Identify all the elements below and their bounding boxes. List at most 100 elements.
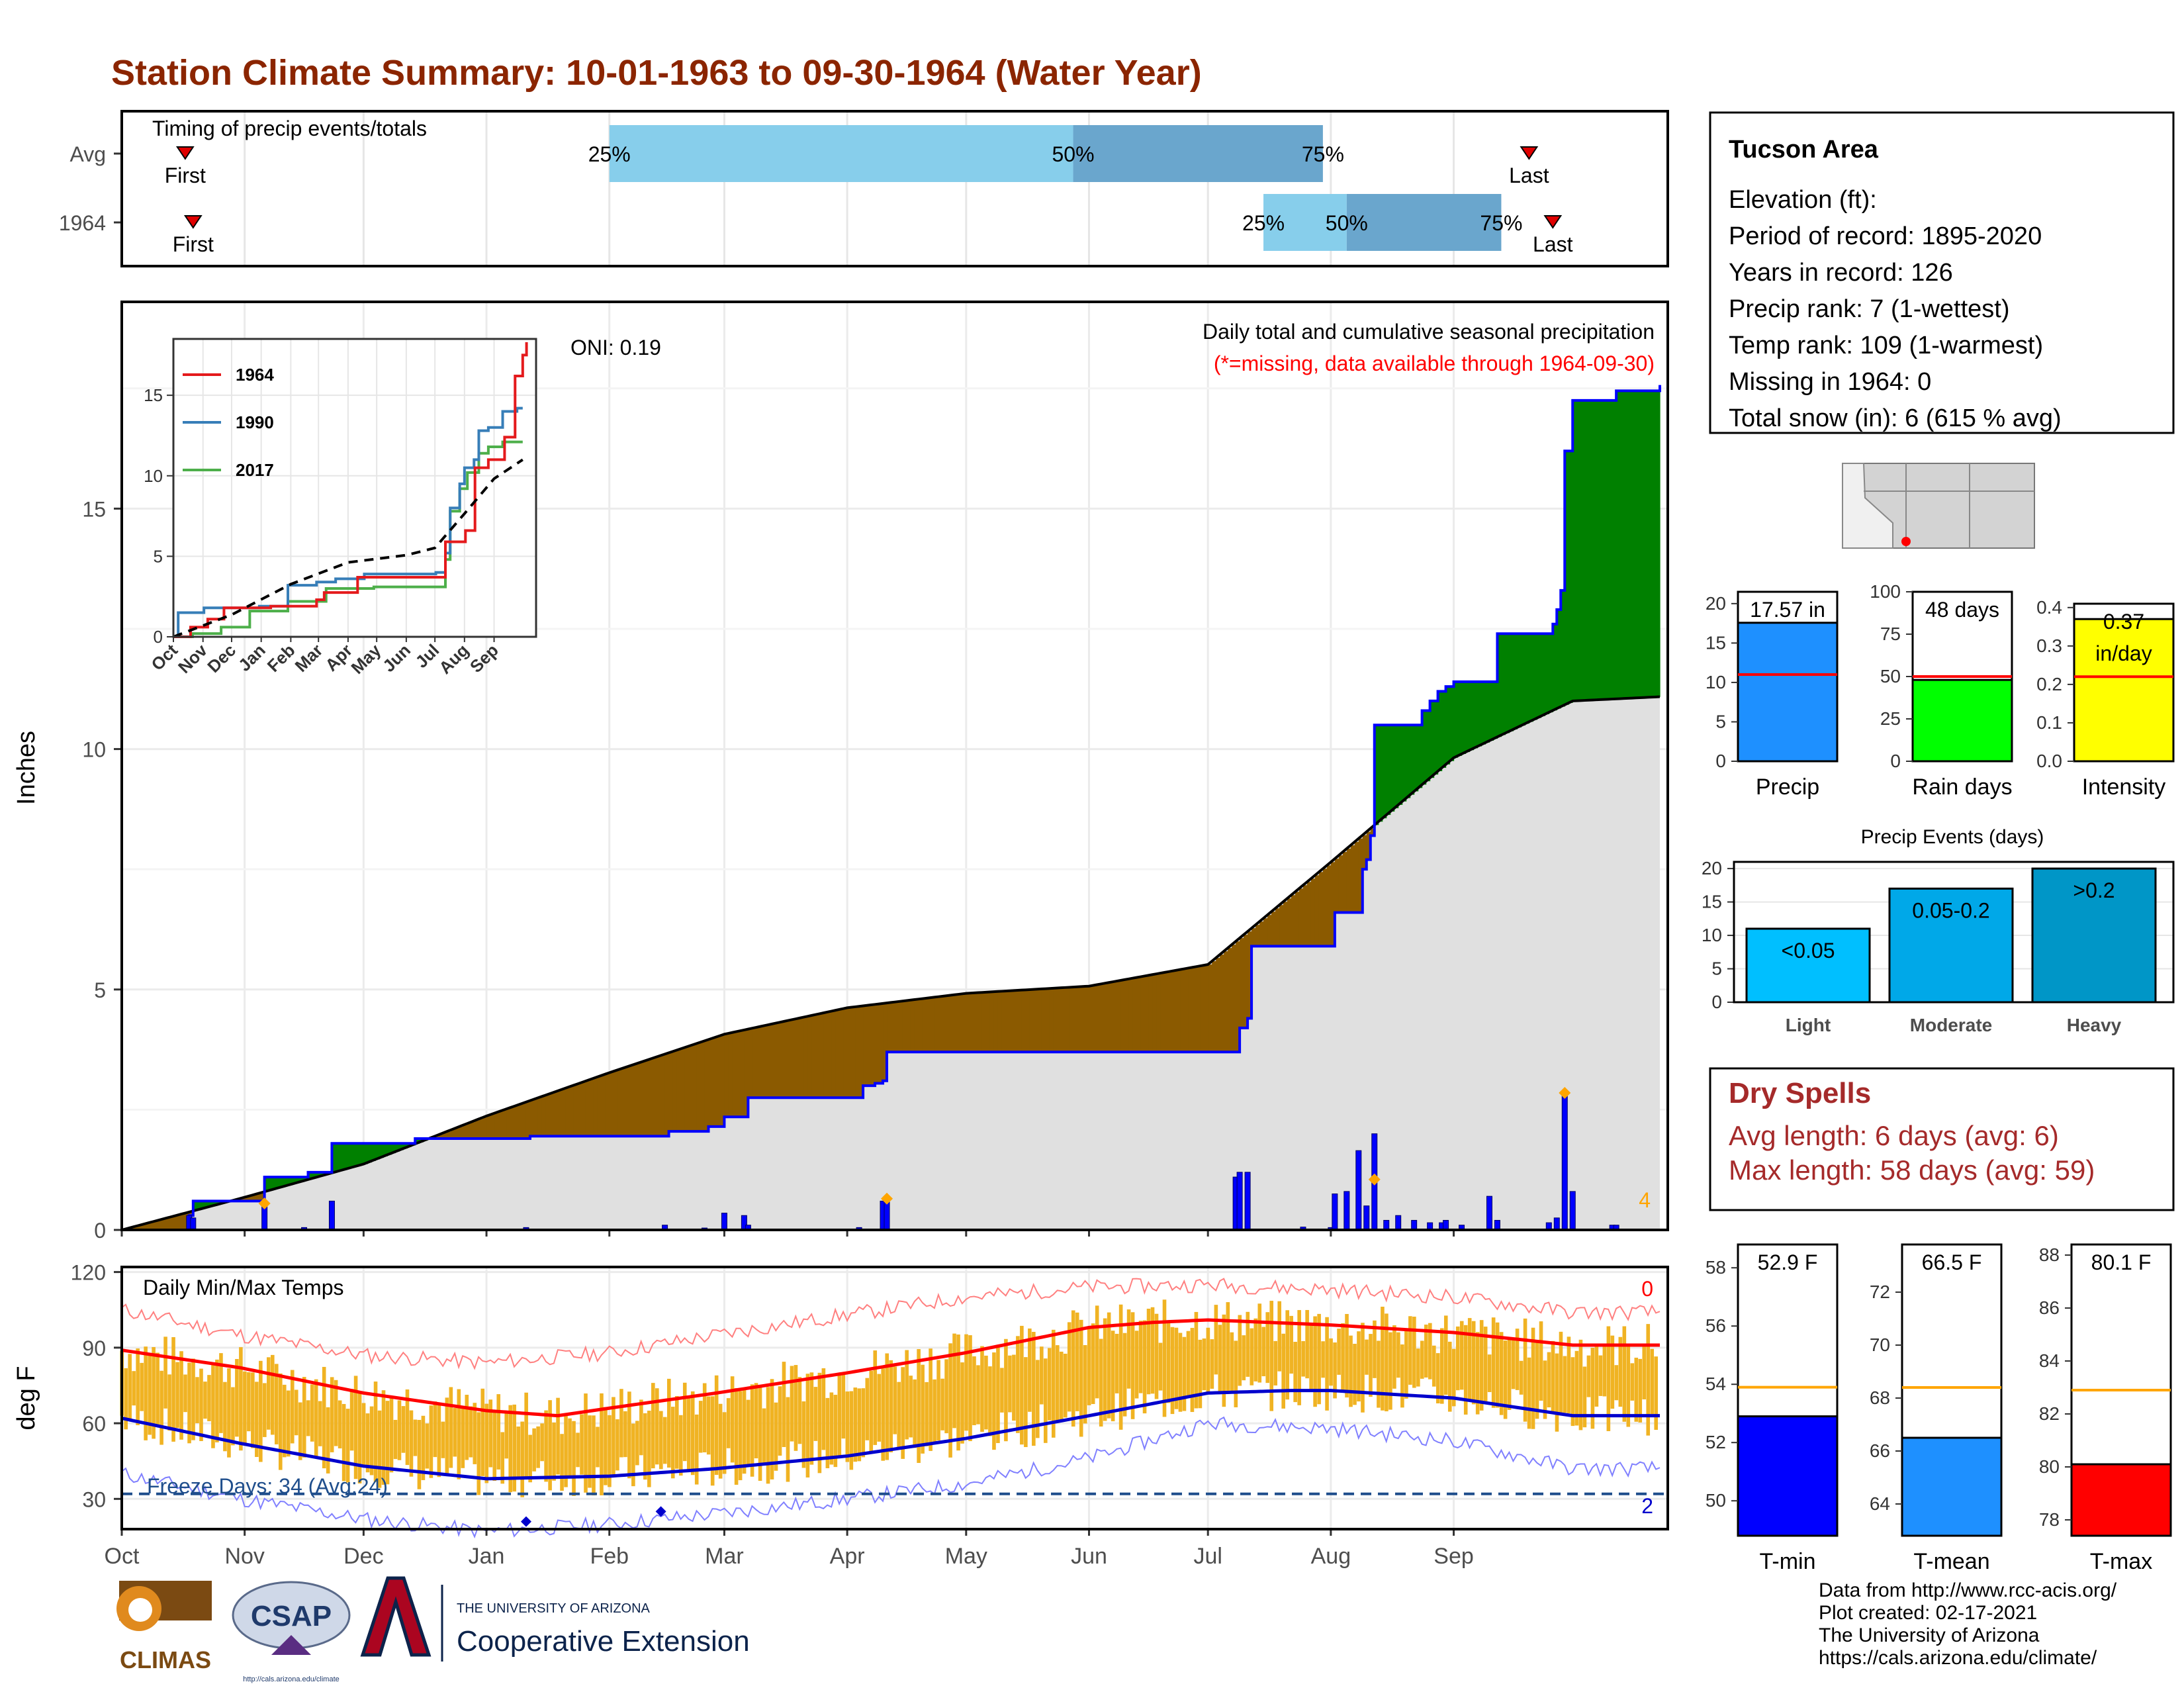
below-average-fill (585, 1081, 590, 1137)
daily-temp-bar (881, 1368, 886, 1461)
daily-temp-bar (203, 1382, 207, 1419)
below-average-fill (1168, 971, 1173, 1053)
daily-temp-bar (156, 1352, 159, 1427)
above-average-fill (395, 1143, 400, 1152)
daily-temp-bar (1032, 1331, 1036, 1446)
below-average-fill (815, 1014, 820, 1098)
daily-precip-bar (1395, 1215, 1402, 1231)
above-average-fill (1493, 681, 1498, 739)
above-average-fill (1477, 681, 1482, 747)
daily-temp-bar (1622, 1326, 1627, 1422)
daily-temp-bar (1063, 1354, 1068, 1418)
below-average-fill (165, 1218, 170, 1230)
rain-days-bar-tick-label: 75 (1880, 624, 1901, 644)
below-average-fill (792, 1019, 796, 1098)
temp-summary-t-mean-tick-label: 68 (1870, 1387, 1890, 1408)
below-average-fill (660, 1055, 666, 1137)
below-average-fill (1283, 902, 1288, 947)
below-average-fill (1334, 859, 1340, 913)
below-average-fill (1188, 968, 1193, 1053)
daily-temp-bar (813, 1387, 818, 1441)
precip-total-bar-value-label: 17.57 in (1750, 598, 1825, 622)
daily-temp-bar (1170, 1327, 1175, 1415)
below-average-fill (716, 1037, 721, 1127)
daily-temp-bar (187, 1362, 191, 1444)
below-average-fill (1005, 991, 1011, 1053)
precip-events-chart: Precip Events (days) <0.05 Light 0.05-0.2 Mo… (1702, 826, 2175, 1035)
above-average-fill (1453, 681, 1459, 758)
daily-temp-bar (596, 1427, 600, 1468)
below-average-fill (252, 1195, 257, 1201)
daily-temp-bar (1103, 1318, 1107, 1421)
station-box-frame (1709, 111, 2175, 434)
below-average-fill (891, 1002, 895, 1053)
daily-temp-bar (1142, 1320, 1147, 1414)
daily-temp-bar (734, 1388, 739, 1485)
above-average-fill (1652, 391, 1657, 698)
below-average-fill (1354, 841, 1359, 913)
daily-temp-bar (964, 1334, 968, 1431)
below-average-fill (1124, 979, 1129, 1053)
daily-temp-bar (865, 1378, 870, 1440)
daily-temp-bar (564, 1415, 568, 1487)
above-average-fill (1648, 391, 1653, 698)
below-average-fill (1109, 982, 1114, 1053)
above-average-fill (1513, 633, 1518, 729)
daily-temp-bar (413, 1419, 418, 1456)
daily-temp-bar (1388, 1332, 1392, 1410)
events-tick-label: 20 (1702, 858, 1722, 878)
daily-temp-bar (314, 1379, 318, 1459)
daily-temp-bar (1222, 1314, 1226, 1407)
daily-temp-bar (409, 1410, 414, 1477)
daily-temp-bar (762, 1408, 766, 1465)
daily-temp-bar (473, 1403, 477, 1464)
temp-summary-t-mean-category-label: T-mean (1913, 1549, 1989, 1574)
station-info-line: Temp rank: 109 (1-warmest) (1729, 332, 2043, 359)
temp-top-count: 0 (1641, 1277, 1653, 1301)
below-average-fill (708, 1039, 713, 1127)
daily-temp-bar (1126, 1309, 1131, 1389)
temp-summary-t-max-tick-label: 88 (2039, 1244, 2060, 1265)
precip-total-bar-tick-label: 5 (1715, 711, 1726, 731)
above-average-fill (379, 1143, 384, 1158)
daily-temp-bar (286, 1390, 291, 1457)
below-average-fill (954, 994, 959, 1053)
daily-temp-bar (849, 1391, 854, 1470)
below-average-fill (764, 1025, 768, 1098)
below-average-fill (569, 1086, 574, 1137)
daily-precip-bar (1244, 1172, 1251, 1231)
below-average-fill (629, 1066, 634, 1137)
daily-temp-bar (159, 1370, 163, 1445)
below-average-fill (1132, 978, 1137, 1053)
below-average-fill (1045, 988, 1050, 1053)
daily-temp-bar (1198, 1339, 1203, 1409)
inset-y-tick-label: 0 (154, 627, 163, 647)
daily-temp-bar (682, 1382, 687, 1462)
below-average-fill (1208, 964, 1212, 1053)
daily-temp-bar (889, 1360, 893, 1452)
daily-temp-bar (1349, 1335, 1353, 1407)
temp-summary-t-max-tick-label: 78 (2039, 1509, 2060, 1530)
below-average-fill (756, 1027, 760, 1098)
daily-temp-bar (1265, 1312, 1270, 1383)
daily-temp-bar (1313, 1316, 1317, 1407)
precip-corner-count: 4 (1639, 1188, 1651, 1212)
below-average-fill (1061, 988, 1066, 1053)
daily-temp-bar (243, 1371, 247, 1444)
below-average-fill (1013, 990, 1019, 1053)
daily-temp-bar (651, 1383, 655, 1469)
below-average-fill (962, 994, 967, 1053)
daily-temp-bar (247, 1372, 251, 1432)
daily-temp-bar (710, 1396, 715, 1486)
below-average-fill (161, 1219, 166, 1230)
daily-temp-bar (528, 1434, 532, 1483)
cumulative-1964-line (122, 385, 1662, 1231)
above-average-fill (1445, 686, 1451, 765)
daily-temp-bar (1000, 1368, 1004, 1413)
above-average-fill (1624, 391, 1629, 699)
above-average-fill (403, 1143, 408, 1149)
temp-summary-t-mean-value-label: 66.5 F (1922, 1250, 1982, 1274)
above-average-fill (1592, 400, 1597, 700)
daily-temp-bar (389, 1397, 394, 1473)
above-average-fill (1517, 633, 1522, 727)
